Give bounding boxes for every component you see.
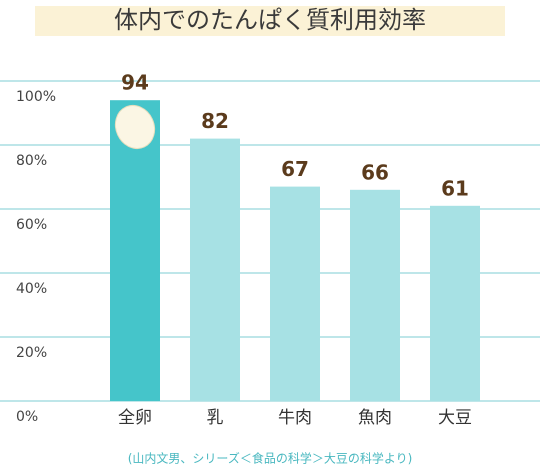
y-tick-label: 0% [16,409,38,425]
value-label: 66 [361,160,389,184]
y-tick-label: 100% [16,89,56,105]
egg-icon [114,105,156,149]
x-tick-label: 魚肉 [358,408,392,428]
bar [190,138,240,401]
y-tick-label: 20% [16,345,47,361]
source-note: (山内文男、シリーズ＜食品の科学＞大豆の科学より) [128,451,413,466]
y-tick-label: 80% [16,153,47,169]
value-label: 61 [441,176,469,200]
x-tick-label: 乳 [207,408,224,428]
value-label: 67 [281,157,309,181]
x-tick-label: 全卵 [118,408,152,428]
x-tick-label: 大豆 [438,408,472,428]
title-highlight [35,6,505,36]
y-tick-label: 40% [16,281,47,297]
bar [110,100,160,401]
value-label: 94 [121,71,149,95]
y-tick-label: 60% [16,217,47,233]
x-tick-label: 牛肉 [278,408,312,428]
bar [430,205,480,401]
chart-title: 体内でのたんぱく質利用効率 [114,6,426,34]
bar [270,186,320,401]
value-label: 82 [201,109,229,133]
bar [350,189,400,401]
